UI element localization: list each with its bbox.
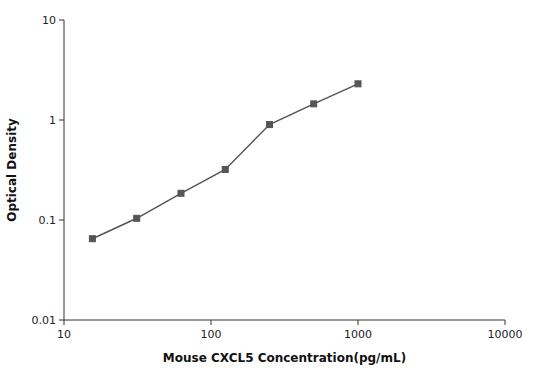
y-tick-label: 0.01 xyxy=(32,314,57,327)
y-tick-label: 10 xyxy=(42,14,56,27)
x-tick xyxy=(64,320,65,325)
x-axis-line xyxy=(64,320,505,321)
data-point xyxy=(311,101,317,107)
x-tick xyxy=(211,320,212,325)
x-axis: 10 100 1000 10000 xyxy=(57,320,523,341)
chart-svg: 10 100 1000 10000 Mouse CXCL5 Concentration(… xyxy=(0,0,533,372)
y-tick xyxy=(59,320,64,321)
data-point xyxy=(355,81,361,87)
data-point xyxy=(222,166,228,172)
data-line xyxy=(92,84,358,239)
x-tick-label: 10000 xyxy=(488,328,523,341)
x-tick-label: 1000 xyxy=(344,328,372,341)
y-tick xyxy=(59,120,64,121)
x-tick xyxy=(505,320,506,325)
data-point xyxy=(134,215,140,221)
x-tick-label: 10 xyxy=(57,328,71,341)
x-tick xyxy=(358,320,359,325)
plot-area xyxy=(89,81,361,242)
data-point xyxy=(89,236,95,242)
data-point xyxy=(266,122,272,128)
y-axis-label: Optical Density xyxy=(5,118,19,222)
y-tick-label: 1 xyxy=(49,114,56,127)
x-tick-label: 100 xyxy=(201,328,222,341)
y-tick xyxy=(59,20,64,21)
x-axis-label: Mouse CXCL5 Concentration(pg/mL) xyxy=(163,351,406,365)
y-axis-line xyxy=(64,20,65,320)
y-axis: 0.01 0.1 1 10 xyxy=(32,14,65,327)
y-tick-label: 0.1 xyxy=(39,214,57,227)
y-tick xyxy=(59,220,64,221)
chart-container: 10 100 1000 10000 Mouse CXCL5 Concentration(… xyxy=(0,0,533,372)
data-point xyxy=(178,190,184,196)
